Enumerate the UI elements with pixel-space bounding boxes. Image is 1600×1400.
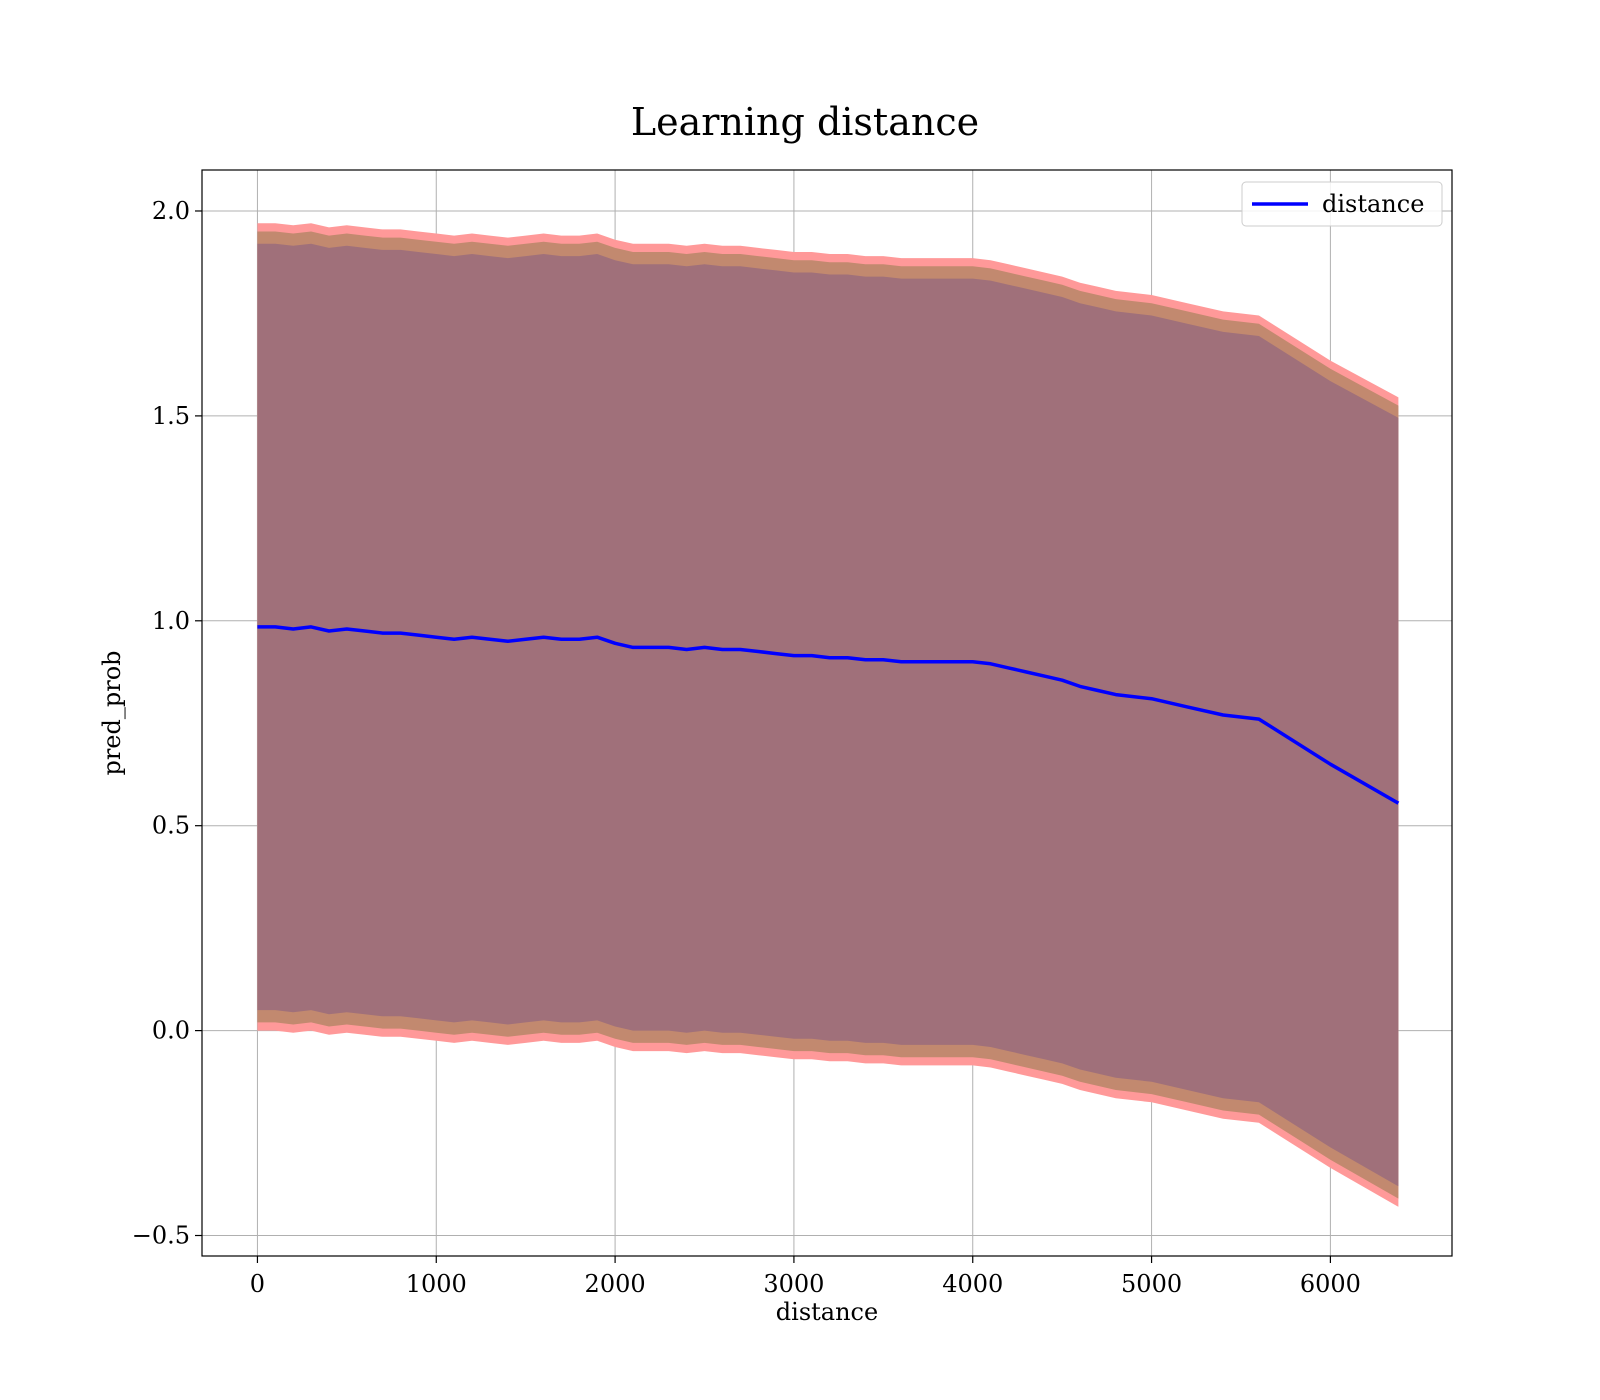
series-line-distance (257, 625, 1400, 805)
x-tick-label: 0 (250, 1270, 265, 1298)
y-tick-label: 1.5 (152, 402, 190, 430)
y-tick-label: 0.0 (152, 1017, 190, 1045)
legend-label: distance (1322, 190, 1424, 218)
x-axis-label: distance (776, 1298, 878, 1326)
legend-box (1241, 181, 1443, 227)
y-tick-label: 1.0 (152, 607, 190, 635)
confidence-band-inner (257, 243, 1399, 1187)
x-tick-label: 6000 (1300, 1270, 1361, 1298)
y-tick-label: 2.0 (152, 197, 190, 225)
x-tick-label: 3000 (763, 1270, 824, 1298)
y-tick-label: −0.5 (132, 1222, 190, 1250)
x-tick-label: 2000 (585, 1270, 646, 1298)
x-tick-label: 1000 (406, 1270, 467, 1298)
plot-frame (201, 169, 1453, 1257)
y-tick-label: 0.5 (152, 812, 190, 840)
x-tick-label: 4000 (942, 1270, 1003, 1298)
chart-title: Learning distance (630, 100, 980, 144)
y-axis-label: pred_prob (98, 650, 126, 775)
x-tick-label: 5000 (1121, 1270, 1182, 1298)
